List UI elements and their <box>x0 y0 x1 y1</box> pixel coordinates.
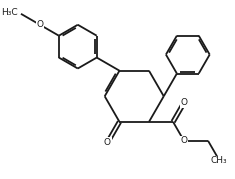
Text: O: O <box>104 138 111 147</box>
Text: O: O <box>180 98 188 107</box>
Text: CH₃: CH₃ <box>211 156 227 165</box>
Text: H₃C: H₃C <box>1 8 18 17</box>
Text: O: O <box>36 20 43 29</box>
Text: O: O <box>180 136 188 145</box>
